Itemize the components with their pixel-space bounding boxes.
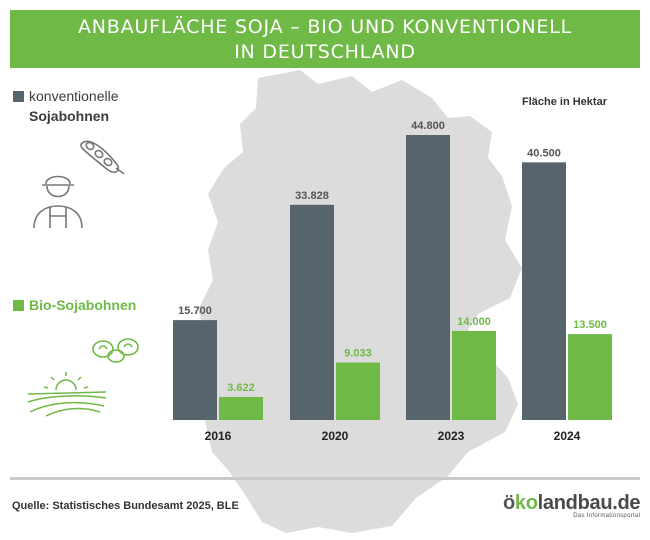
title-banner: ANBAUFLÄCHE SOJA – BIO UND KONVENTIONELL… bbox=[10, 10, 640, 68]
field-sunrise-icon bbox=[27, 372, 107, 417]
divider bbox=[10, 477, 640, 480]
data-label-conventional-2023: 44.800 bbox=[411, 120, 445, 132]
x-tick-label-2016: 2016 bbox=[205, 429, 232, 443]
bar-conventional-2024 bbox=[522, 162, 566, 420]
bar-bio-2023 bbox=[452, 330, 496, 420]
legend-label-conventional: konventionelle Sojabohnen bbox=[29, 86, 119, 126]
legend-bio-text: Bio-Sojabohnen bbox=[29, 297, 137, 313]
logo-landbau: landbau.de bbox=[537, 492, 641, 514]
legend-conventional-line-2: Sojabohnen bbox=[29, 108, 110, 124]
data-label-bio-2020: 9.033 bbox=[344, 348, 372, 360]
data-label-conventional-2016: 15.700 bbox=[178, 305, 212, 317]
farmer-icon bbox=[33, 175, 83, 229]
legend-conventional-line-1: konventionelle bbox=[29, 88, 119, 104]
bar-conventional-2020 bbox=[290, 204, 334, 420]
chart-title-line-1: ANBAUFLÄCHE SOJA – BIO UND KONVENTIONELL bbox=[77, 16, 572, 38]
data-label-conventional-2020: 33.828 bbox=[295, 190, 329, 202]
chart-title-line-2: IN DEUTSCHLAND bbox=[234, 41, 416, 63]
logo-subtitle: Das Informationsportal bbox=[573, 513, 641, 519]
bar-bio-2020 bbox=[336, 362, 380, 420]
logo-o-mark: ö bbox=[503, 492, 515, 514]
soybean-pod-icon bbox=[80, 140, 125, 175]
bar-bio-2016 bbox=[219, 396, 263, 420]
x-tick-label-2020: 2020 bbox=[322, 429, 349, 443]
data-label-bio-2016: 3.622 bbox=[227, 382, 255, 394]
oekolandbau-logo: ökolandbau.de Das Informationsportal bbox=[503, 492, 641, 519]
source-note: Quelle: Statistisches Bundesamt 2025, BL… bbox=[12, 500, 239, 512]
legend-label-bio: Bio-Sojabohnen bbox=[29, 295, 136, 315]
unit-label: Fläche in Hektar bbox=[522, 96, 607, 108]
x-tick-label-2024: 2024 bbox=[554, 429, 581, 443]
data-label-bio-2023: 14.000 bbox=[457, 316, 491, 328]
data-label-conventional-2024: 40.500 bbox=[527, 147, 561, 159]
legend-swatch-bio bbox=[13, 300, 24, 311]
x-tick-label-2023: 2023 bbox=[438, 429, 465, 443]
bar-bio-2024 bbox=[568, 334, 612, 420]
data-label-bio-2024: 13.500 bbox=[573, 319, 607, 331]
legend-swatch-conventional bbox=[13, 91, 24, 102]
soybean-seeds-icon bbox=[92, 338, 139, 363]
logo-ko: ko bbox=[514, 492, 538, 514]
bar-conventional-2023 bbox=[406, 135, 450, 420]
bar-conventional-2016 bbox=[173, 320, 217, 420]
